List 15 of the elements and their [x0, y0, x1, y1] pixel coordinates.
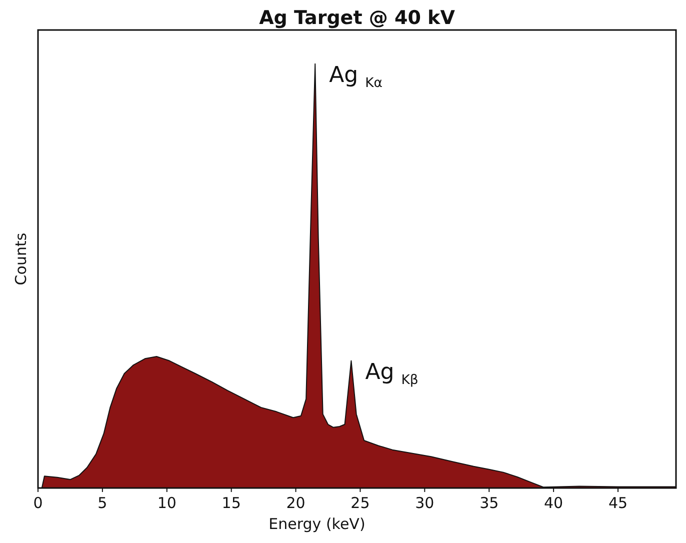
x-tick-label: 45 [608, 494, 628, 512]
x-axis-title: Energy (keV) [268, 515, 366, 533]
x-tick-label: 15 [222, 494, 241, 512]
x-tick-label: 25 [350, 494, 370, 512]
x-tick-label: 20 [286, 494, 306, 512]
annotation: Ag $_{Kα}$ [329, 62, 383, 92]
x-tick-label: 5 [98, 494, 108, 512]
x-tick-label: 10 [157, 494, 176, 512]
chart-title: Ag Target @ 40 kV [259, 7, 456, 29]
x-tick-label: 30 [415, 494, 434, 512]
annotation: Ag $_{Kβ}$ [365, 360, 418, 388]
y-axis-title: Counts [12, 232, 30, 286]
x-tick-label: 35 [480, 494, 499, 512]
x-tick-label: 40 [544, 494, 564, 512]
x-tick-label: 0 [33, 494, 43, 512]
